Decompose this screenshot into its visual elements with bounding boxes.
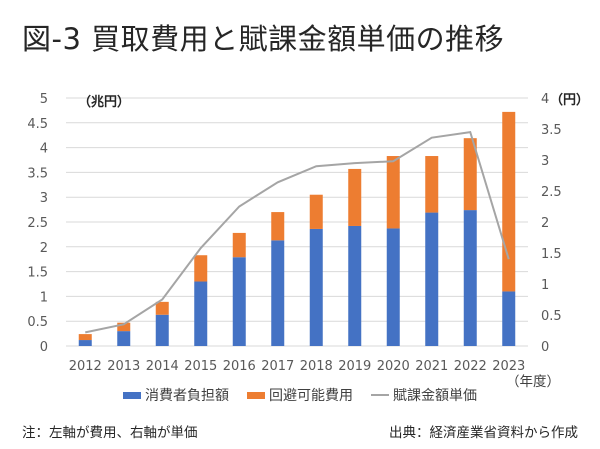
gridlines [66, 97, 528, 347]
bar-consumer-burden [232, 257, 246, 346]
y-tick-label: 1.5 [27, 266, 48, 281]
y-tick-label: 0.5 [27, 315, 48, 330]
y2-axis-unit-label: （円） [550, 92, 589, 108]
legend-swatch-blue [123, 391, 141, 399]
legend-item-consumer-burden: 消費者負担額 [123, 385, 229, 405]
x-tick-label: 2014 [146, 359, 179, 374]
footnote: 注：左軸が費用、右軸が単価 [22, 425, 198, 441]
bar-avoidable-cost [386, 156, 400, 229]
legend-label: 回避可能費用 [269, 388, 353, 404]
x-tick-label: 2021 [415, 359, 448, 374]
bar-consumer-burden [194, 281, 208, 346]
y2-tick-label: 2 [541, 216, 549, 231]
legend-swatch-orange [247, 391, 265, 399]
x-tick-label: 2017 [261, 359, 294, 374]
x-tick-label: 2020 [377, 359, 410, 374]
bar-consumer-burden [425, 212, 439, 346]
bar-consumer-burden [155, 314, 169, 346]
legend-swatch-gray-line [371, 394, 389, 396]
bar-avoidable-cost [194, 255, 208, 282]
y-tick-label: 3 [40, 191, 48, 206]
line-unit-price [85, 130, 510, 334]
y-tick-label: 5 [40, 92, 48, 107]
bar-consumer-burden [309, 228, 323, 346]
chart-title: 図-3 買取費用と賦課金額単価の推移 [22, 22, 505, 56]
unit-price-line [85, 130, 510, 334]
bar-consumer-burden [386, 228, 400, 346]
legend-item-unit-price: 賦課金額単価 [371, 385, 477, 405]
legend-label: 賦課金額単価 [393, 388, 477, 404]
legend: 消費者負担額 回避可能費用 賦課金額単価 [0, 385, 600, 405]
y-axis-left: 0 0.5 1 1.5 2 2.5 3 3.5 4 4.5 5 [27, 92, 48, 355]
y-axis-unit-label: （兆円） [78, 94, 130, 110]
bar-avoidable-cost [232, 232, 246, 258]
bar-avoidable-cost [309, 194, 323, 229]
y2-tick-label: 4 [541, 92, 549, 107]
bar-consumer-burden [117, 331, 131, 346]
y-tick-label: 2 [40, 241, 48, 256]
x-tick-label: 2012 [69, 359, 102, 374]
x-tick-label: 2023 [492, 359, 525, 374]
bar-avoidable-cost [425, 156, 439, 213]
y2-tick-label: 0.5 [541, 309, 562, 324]
y-tick-label: 0 [40, 340, 48, 355]
legend-item-avoidable-cost: 回避可能費用 [247, 385, 353, 405]
x-tick-label: 2022 [454, 359, 487, 374]
x-tick-label: 2016 [223, 359, 256, 374]
y-tick-label: 4 [40, 142, 48, 157]
bar-avoidable-cost [155, 301, 169, 315]
bar-consumer-burden [78, 340, 92, 346]
source-note: 出典：経済産業省資料から作成 [389, 425, 578, 441]
y-tick-label: 1 [40, 290, 48, 305]
bar-consumer-burden [463, 210, 477, 346]
y-tick-label: 3.5 [27, 166, 48, 181]
bar-avoidable-cost [78, 334, 92, 341]
y2-tick-label: 1.5 [541, 247, 562, 262]
bar-consumer-burden [271, 240, 285, 346]
y-tick-label: 4.5 [27, 117, 48, 132]
x-tick-label: 2019 [338, 359, 371, 374]
x-axis: 2012 2013 2014 2015 2016 2017 2018 2019 2020 2021… [69, 359, 526, 374]
bar-consumer-burden [348, 225, 362, 346]
legend-label: 消費者負担額 [145, 388, 229, 404]
x-axis-unit-label: （年度） [506, 374, 560, 390]
y2-tick-label: 3.5 [541, 123, 562, 138]
y-axis-right: 0 0.5 1 1.5 2 2.5 3 3.5 4 [541, 92, 562, 355]
x-tick-label: 2018 [300, 359, 333, 374]
x-tick-label: 2013 [107, 359, 140, 374]
bar-consumer-burden [502, 291, 516, 346]
bar-avoidable-cost [348, 168, 362, 226]
y2-tick-label: 0 [541, 340, 549, 355]
bar-avoidable-cost [271, 212, 285, 241]
bar-avoidable-cost [502, 111, 516, 292]
bar-avoidable-cost [463, 138, 477, 211]
x-tick-label: 2015 [184, 359, 217, 374]
y2-tick-label: 2.5 [541, 185, 562, 200]
y2-tick-label: 3 [541, 154, 549, 169]
y2-tick-label: 1 [541, 278, 549, 293]
bar-avoidable-cost [117, 322, 131, 332]
y-tick-label: 2.5 [27, 216, 48, 231]
